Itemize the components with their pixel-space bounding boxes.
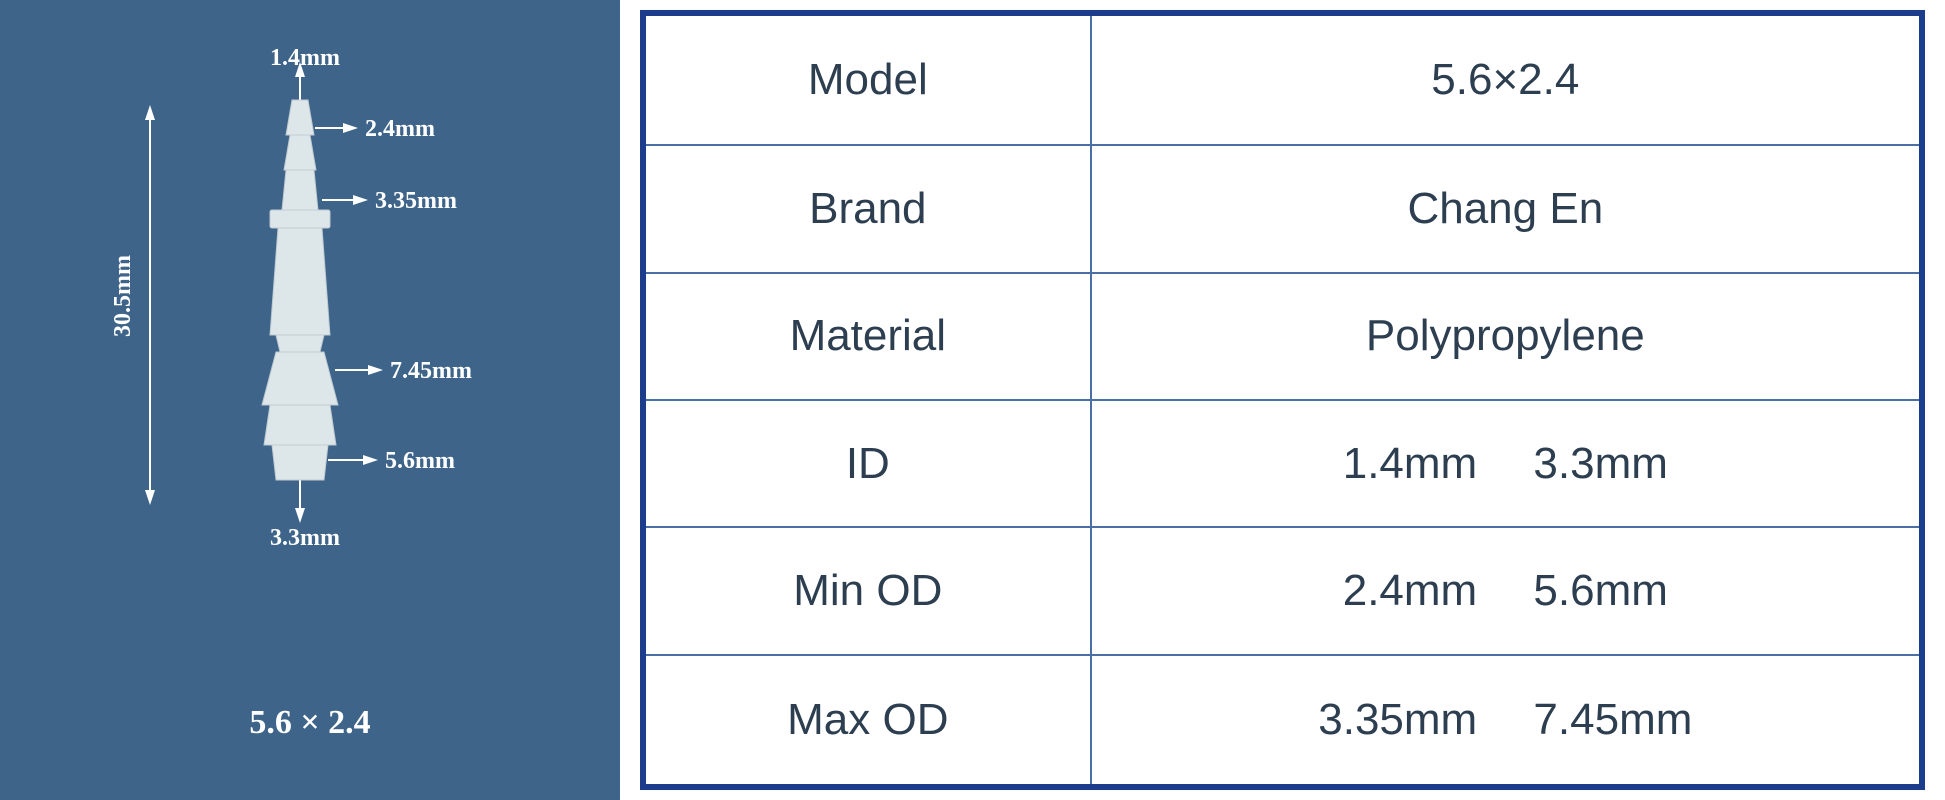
table-row: Brand Chang En <box>643 145 1922 272</box>
spec-value: 3.35mm 7.45mm <box>1091 655 1922 787</box>
dim-length: 30.5mm <box>110 255 137 337</box>
spec-table: Model 5.6×2.4 Brand Chang En Material Po… <box>640 10 1925 790</box>
spec-value: Polypropylene <box>1091 273 1922 400</box>
dim-top: 1.4mm <box>270 45 340 72</box>
spec-value: Chang En <box>1091 145 1922 272</box>
spec-panel: Model 5.6×2.4 Brand Chang En Material Po… <box>620 0 1945 800</box>
spec-label: ID <box>643 400 1091 527</box>
spec-value: 2.4mm 5.6mm <box>1091 527 1922 654</box>
spec-label: Material <box>643 273 1091 400</box>
diagram-svg <box>0 0 620 800</box>
table-row: Max OD 3.35mm 7.45mm <box>643 655 1922 787</box>
dim-bottom: 3.3mm <box>270 525 340 552</box>
spec-label: Brand <box>643 145 1091 272</box>
dim-side-3: 5.6mm <box>385 448 455 475</box>
spec-label: Max OD <box>643 655 1091 787</box>
table-row: ID 1.4mm 3.3mm <box>643 400 1922 527</box>
spec-label: Min OD <box>643 527 1091 654</box>
table-row: Model 5.6×2.4 <box>643 13 1922 145</box>
diagram-panel: 1.4mm 3.3mm 30.5mm 2.4mm 3.35mm 7.45mm 5… <box>0 0 620 800</box>
spec-value: 5.6×2.4 <box>1091 13 1922 145</box>
diagram-title: 5.6 × 2.4 <box>0 704 620 742</box>
table-row: Min OD 2.4mm 5.6mm <box>643 527 1922 654</box>
spec-value: 1.4mm 3.3mm <box>1091 400 1922 527</box>
dim-side-0: 2.4mm <box>365 116 435 143</box>
dim-side-2: 7.45mm <box>390 358 472 385</box>
dim-side-1: 3.35mm <box>375 188 457 215</box>
spec-label: Model <box>643 13 1091 145</box>
table-row: Material Polypropylene <box>643 273 1922 400</box>
